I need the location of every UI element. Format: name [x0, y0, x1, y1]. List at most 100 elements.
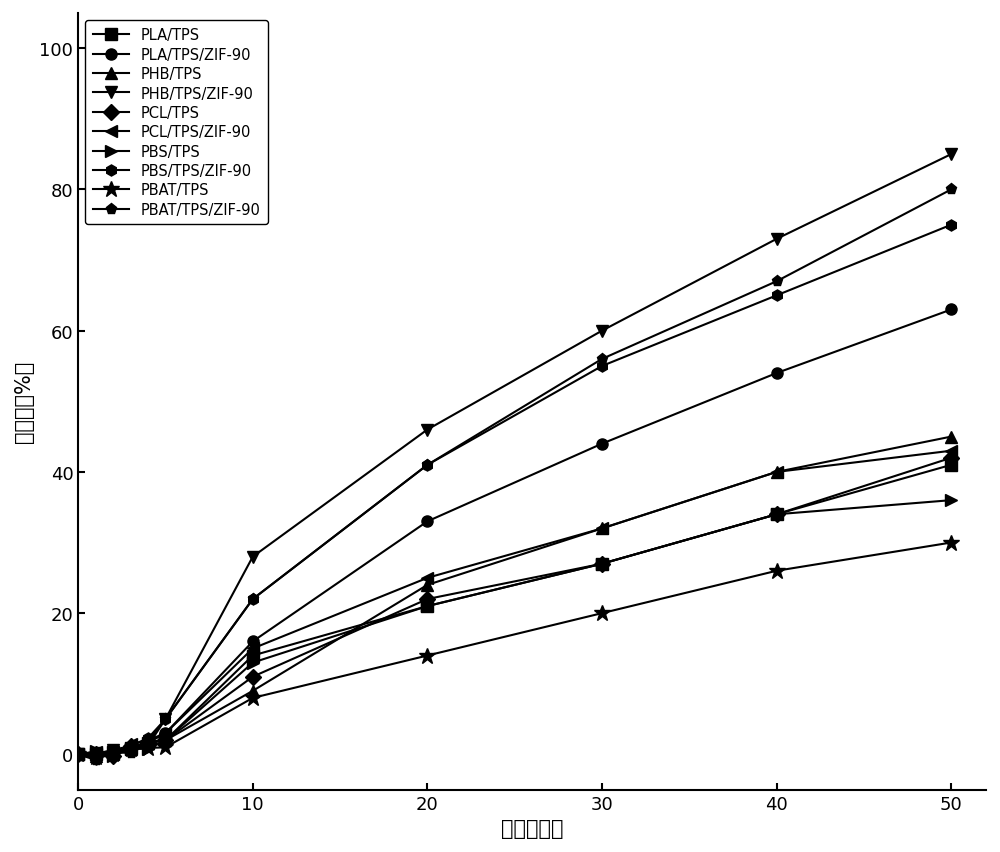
PLA/TPS [247, 651, 259, 661]
PCL/TPS/ZIF-90 [159, 728, 171, 739]
PBAT/TPS [90, 751, 102, 762]
Line: PCL/TPS/ZIF-90: PCL/TPS/ZIF-90 [73, 446, 957, 760]
PBAT/TPS/ZIF-90 [771, 277, 783, 287]
PCL/TPS [771, 509, 783, 520]
PBS/TPS [125, 744, 137, 754]
PBAT/TPS [142, 743, 154, 753]
PLA/TPS [125, 743, 137, 753]
PCL/TPS [247, 671, 259, 682]
PLA/TPS [421, 602, 433, 612]
PBAT/TPS [421, 651, 433, 661]
PHB/TPS/ZIF-90 [771, 234, 783, 245]
PCL/TPS [142, 738, 154, 748]
PLA/TPS [596, 559, 608, 569]
PBAT/TPS/ZIF-90 [125, 748, 137, 758]
Line: PCL/TPS: PCL/TPS [73, 452, 957, 762]
PHB/TPS [596, 524, 608, 534]
PBAT/TPS [247, 693, 259, 703]
PBAT/TPS [107, 749, 119, 759]
PHB/TPS [945, 432, 957, 442]
PBS/TPS [771, 509, 783, 520]
PCL/TPS [596, 559, 608, 569]
PHB/TPS/ZIF-90 [596, 326, 608, 337]
PHB/TPS/ZIF-90 [945, 150, 957, 160]
PLA/TPS/ZIF-90 [247, 636, 259, 647]
Line: PHB/TPS/ZIF-90: PHB/TPS/ZIF-90 [73, 149, 957, 760]
PCL/TPS/ZIF-90 [247, 643, 259, 653]
PLA/TPS [90, 749, 102, 759]
PLA/TPS/ZIF-90 [421, 516, 433, 527]
PHB/TPS/ZIF-90 [421, 425, 433, 435]
PBS/TPS/ZIF-90 [90, 753, 102, 763]
Line: PLA/TPS: PLA/TPS [73, 460, 957, 760]
PBS/TPS [596, 559, 608, 569]
PLA/TPS/ZIF-90 [159, 728, 171, 739]
Y-axis label: 失重率（%）: 失重率（%） [14, 360, 34, 443]
PCL/TPS/ZIF-90 [125, 740, 137, 750]
PCL/TPS [945, 453, 957, 463]
PLA/TPS [159, 735, 171, 746]
PHB/TPS/ZIF-90 [107, 746, 119, 756]
PHB/TPS/ZIF-90 [72, 750, 84, 760]
PBAT/TPS [125, 744, 137, 754]
PHB/TPS [72, 750, 84, 760]
PHB/TPS [142, 737, 154, 747]
PBS/TPS [107, 751, 119, 761]
PBAT/TPS/ZIF-90 [90, 755, 102, 765]
PLA/TPS/ZIF-90 [72, 750, 84, 760]
Line: PBAT/TPS/ZIF-90: PBAT/TPS/ZIF-90 [73, 185, 957, 766]
PCL/TPS/ZIF-90 [90, 747, 102, 757]
X-axis label: 时间（天）: 时间（天） [501, 818, 563, 838]
PBS/TPS/ZIF-90 [142, 734, 154, 744]
PCL/TPS/ZIF-90 [142, 735, 154, 746]
PBS/TPS [90, 746, 102, 757]
PLA/TPS [72, 750, 84, 760]
PBS/TPS/ZIF-90 [247, 594, 259, 604]
PHB/TPS [771, 467, 783, 477]
PHB/TPS/ZIF-90 [90, 748, 102, 758]
PHB/TPS/ZIF-90 [247, 552, 259, 562]
PLA/TPS [107, 747, 119, 757]
PCL/TPS/ZIF-90 [421, 573, 433, 584]
PCL/TPS [72, 750, 84, 760]
PCL/TPS/ZIF-90 [107, 749, 119, 759]
PBAT/TPS/ZIF-90 [107, 748, 119, 758]
PHB/TPS/ZIF-90 [142, 740, 154, 751]
PLA/TPS [771, 509, 783, 520]
PCL/TPS [107, 751, 119, 761]
PBAT/TPS/ZIF-90 [596, 354, 608, 365]
PHB/TPS [159, 735, 171, 746]
PBS/TPS/ZIF-90 [107, 746, 119, 756]
PHB/TPS/ZIF-90 [159, 714, 171, 724]
PCL/TPS [90, 749, 102, 759]
PBAT/TPS [72, 750, 84, 760]
PBAT/TPS [771, 566, 783, 576]
PHB/TPS [125, 745, 137, 755]
PCL/TPS/ZIF-90 [771, 467, 783, 477]
PBS/TPS [159, 735, 171, 746]
Line: PBAT/TPS: PBAT/TPS [70, 534, 960, 765]
PBS/TPS/ZIF-90 [125, 740, 137, 751]
PBS/TPS [72, 750, 84, 760]
PBS/TPS [142, 744, 154, 754]
PBS/TPS/ZIF-90 [945, 221, 957, 231]
PBS/TPS [945, 496, 957, 506]
PBS/TPS [421, 602, 433, 612]
PCL/TPS/ZIF-90 [72, 750, 84, 760]
PBAT/TPS/ZIF-90 [247, 594, 259, 604]
PCL/TPS [159, 735, 171, 746]
PBAT/TPS/ZIF-90 [142, 736, 154, 746]
PCL/TPS/ZIF-90 [945, 446, 957, 457]
PCL/TPS/ZIF-90 [596, 524, 608, 534]
PBAT/TPS/ZIF-90 [421, 460, 433, 470]
Legend: PLA/TPS, PLA/TPS/ZIF-90, PHB/TPS, PHB/TPS/ZIF-90, PCL/TPS, PCL/TPS/ZIF-90, PBS/T: PLA/TPS, PLA/TPS/ZIF-90, PHB/TPS, PHB/TP… [85, 21, 268, 225]
PBS/TPS/ZIF-90 [72, 750, 84, 760]
PBS/TPS/ZIF-90 [771, 291, 783, 301]
PLA/TPS/ZIF-90 [142, 738, 154, 748]
PBS/TPS [247, 658, 259, 668]
PLA/TPS/ZIF-90 [90, 751, 102, 761]
PCL/TPS [421, 594, 433, 604]
PCL/TPS [125, 741, 137, 751]
PBAT/TPS/ZIF-90 [72, 750, 84, 760]
PBAT/TPS [159, 742, 171, 752]
